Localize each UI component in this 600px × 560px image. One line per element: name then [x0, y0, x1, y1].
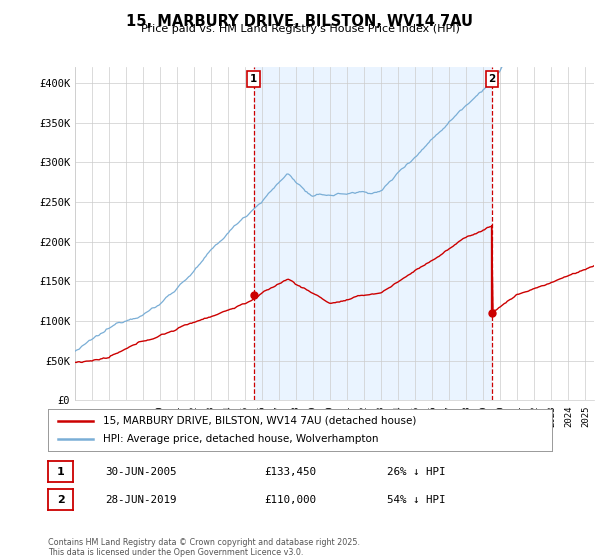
- Text: 30-JUN-2005: 30-JUN-2005: [105, 466, 176, 477]
- Text: HPI: Average price, detached house, Wolverhampton: HPI: Average price, detached house, Wolv…: [103, 434, 379, 444]
- Text: 2: 2: [488, 74, 496, 84]
- Text: 28-JUN-2019: 28-JUN-2019: [105, 494, 176, 505]
- Text: 1: 1: [250, 74, 257, 84]
- Text: 15, MARBURY DRIVE, BILSTON, WV14 7AU: 15, MARBURY DRIVE, BILSTON, WV14 7AU: [127, 14, 473, 29]
- Bar: [254, 67, 492, 400]
- Text: 26% ↓ HPI: 26% ↓ HPI: [387, 466, 445, 477]
- Text: £133,450: £133,450: [264, 466, 316, 477]
- Text: 2: 2: [57, 494, 64, 505]
- Text: Price paid vs. HM Land Registry's House Price Index (HPI): Price paid vs. HM Land Registry's House …: [140, 24, 460, 34]
- Text: 15, MARBURY DRIVE, BILSTON, WV14 7AU (detached house): 15, MARBURY DRIVE, BILSTON, WV14 7AU (de…: [103, 416, 417, 426]
- Text: 1: 1: [57, 466, 64, 477]
- Text: £110,000: £110,000: [264, 494, 316, 505]
- Text: Contains HM Land Registry data © Crown copyright and database right 2025.
This d: Contains HM Land Registry data © Crown c…: [48, 538, 360, 557]
- Text: 54% ↓ HPI: 54% ↓ HPI: [387, 494, 445, 505]
